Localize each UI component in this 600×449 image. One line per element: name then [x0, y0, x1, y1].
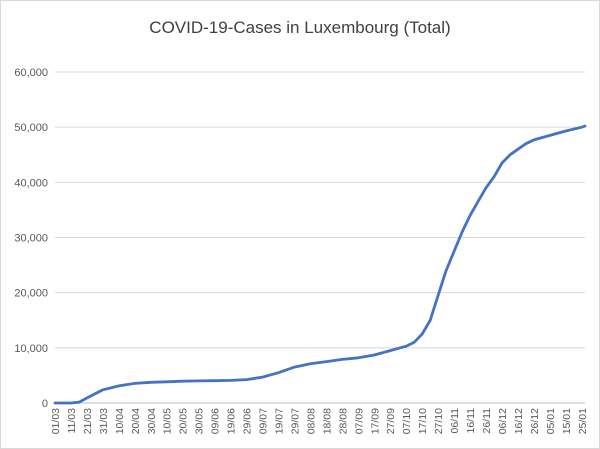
x-tick-label: 18/08 [321, 408, 333, 434]
x-tick-label: 20/05 [178, 408, 190, 434]
x-tick-label: 07/09 [353, 408, 365, 434]
x-tick-label: 17/09 [369, 408, 381, 434]
y-tick-label: 20,000 [14, 288, 48, 300]
x-tick-label: 10/05 [162, 408, 174, 434]
x-tick-label: 21/03 [82, 408, 94, 434]
x-tick-label: 29/07 [289, 408, 301, 434]
x-tick-label: 20/04 [130, 408, 142, 434]
x-tick-label: 30/04 [146, 408, 158, 434]
x-tick-label: 06/11 [449, 408, 461, 434]
x-tick-label: 06/12 [497, 408, 509, 434]
x-tick-label: 31/03 [98, 408, 110, 434]
x-tick-label: 19/06 [226, 408, 238, 434]
y-axis-ticks: 0 10,000 20,000 30,000 40,000 50,000 60,000 [14, 67, 48, 410]
x-tick-label: 27/10 [433, 408, 445, 434]
x-tick-label: 10/04 [114, 408, 126, 434]
x-tick-label: 30/05 [194, 408, 206, 434]
x-tick-label: 09/07 [258, 408, 270, 434]
x-tick-label: 07/10 [401, 408, 413, 434]
series-layer [53, 124, 587, 405]
x-tick-label: 26/12 [529, 408, 541, 434]
x-tick-label: 29/06 [242, 408, 254, 434]
y-tick-label: 50,000 [14, 122, 48, 134]
x-tick-label: 28/08 [337, 408, 349, 434]
x-tick-label: 19/07 [273, 408, 285, 434]
x-tick-label: 17/10 [417, 408, 429, 434]
x-tick-label: 05/01 [545, 408, 557, 434]
x-tick-label: 01/03 [50, 408, 62, 434]
y-tick-label: 30,000 [14, 233, 48, 245]
x-tick-label: 08/08 [305, 408, 317, 434]
x-tick-label: 25/01 [577, 408, 589, 434]
y-tick-label: 60,000 [14, 67, 48, 79]
y-tick-label: 10,000 [14, 343, 48, 355]
gridlines [55, 71, 585, 404]
y-tick-label: 0 [42, 398, 48, 410]
chart-title: COVID-19-Cases in Luxembourg (Total) [149, 18, 450, 37]
x-tick-label: 09/06 [210, 408, 222, 434]
x-tick-label: 26/11 [481, 408, 493, 434]
x-tick-label: 11/03 [66, 408, 78, 434]
x-tick-label: 15/01 [561, 408, 573, 434]
x-tick-label: 27/09 [385, 408, 397, 434]
x-axis-ticks: 01/03 11/03 21/03 31/03 10/04 20/04 30/04 10/05… [50, 408, 589, 434]
series-line-0 [53, 124, 587, 405]
x-tick-label: 16/12 [513, 408, 525, 434]
y-tick-label: 40,000 [14, 177, 48, 189]
x-tick-label: 16/11 [465, 408, 477, 434]
